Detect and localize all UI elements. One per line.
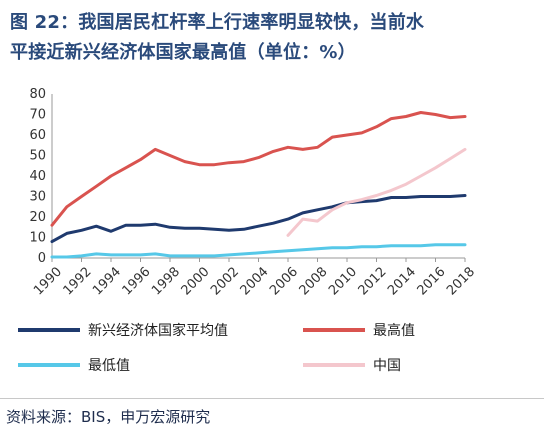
y-tick-label: 20 <box>29 210 46 225</box>
x-tick-label: 2006 <box>267 264 301 298</box>
y-tick-label: 80 <box>29 87 46 102</box>
x-tick-label: 2012 <box>356 264 390 298</box>
x-tick-label: 1990 <box>31 264 65 298</box>
x-tick-label: 2004 <box>238 264 272 298</box>
x-tick-label: 2014 <box>385 264 419 298</box>
line-chart: 0102030405060708019901992199419961998200… <box>18 87 478 374</box>
y-tick-label: 0 <box>38 251 46 266</box>
chart-title: 图 22：我国居民杠杆率上行速率明显较快，当前水 平接近新兴经济体国家最高值（单… <box>10 8 538 68</box>
series-line-1 <box>50 194 467 244</box>
x-tick-label: 1992 <box>61 264 95 298</box>
y-tick-label: 30 <box>29 190 46 205</box>
x-tick-label: 2018 <box>444 264 478 298</box>
y-tick-label: 50 <box>29 149 46 164</box>
x-tick-label: 2010 <box>326 264 360 298</box>
legend-label-1: 新兴经济体国家平均值 <box>88 322 228 339</box>
axes-layer: 0102030405060708019901992199419961998200… <box>29 87 478 298</box>
series-line-4 <box>286 147 467 237</box>
y-tick-label: 60 <box>29 128 46 143</box>
y-tick-label: 40 <box>29 169 46 184</box>
x-tick-label: 2008 <box>297 264 331 298</box>
x-tick-label: 2000 <box>179 264 213 298</box>
source-divider <box>0 398 544 399</box>
series-line-3 <box>50 243 467 259</box>
series-layer <box>50 111 467 259</box>
source-note: 资料来源：BIS，申万宏源研究 <box>6 408 211 426</box>
series-line-2 <box>50 111 467 227</box>
legend-label-2: 最高值 <box>373 322 415 339</box>
x-tick-label: 2016 <box>415 264 449 298</box>
y-tick-label: 70 <box>29 108 46 123</box>
title-line-1: 图 22：我国居民杠杆率上行速率明显较快，当前水 <box>10 12 425 33</box>
y-tick-label: 10 <box>29 231 46 246</box>
legend-label-4: 中国 <box>373 358 401 374</box>
x-tick-label: 1994 <box>90 264 124 298</box>
legend-label-3: 最低值 <box>88 358 130 374</box>
title-line-2: 平接近新兴经济体国家最高值（单位：%） <box>10 42 356 63</box>
x-tick-label: 2002 <box>208 264 242 298</box>
x-tick-label: 1996 <box>120 264 154 298</box>
x-tick-label: 1998 <box>149 264 183 298</box>
